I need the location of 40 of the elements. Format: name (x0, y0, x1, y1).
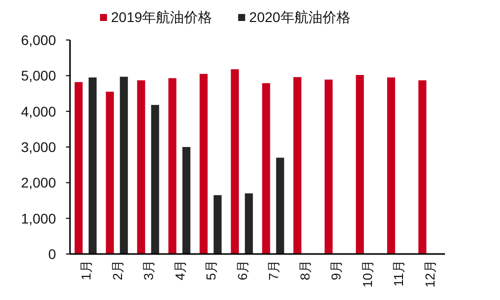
bar (74, 82, 83, 254)
bar (387, 77, 396, 254)
x-tick-label: 5月 (204, 260, 219, 280)
bar (120, 76, 128, 254)
x-tick-label: 9月 (328, 260, 344, 280)
y-tick-label: 1,000 (20, 210, 56, 226)
bar (168, 78, 176, 254)
bar (418, 80, 426, 254)
x-tick-label: 1月 (78, 260, 94, 280)
x-tick-label: 3月 (141, 260, 156, 280)
x-tick-label: 10月 (360, 260, 375, 288)
bar (324, 80, 333, 254)
bar (356, 74, 364, 254)
x-tick-label: 2月 (110, 260, 125, 280)
legend-label: 2019年航油价格 (111, 9, 212, 25)
x-tick-label: 7月 (266, 260, 282, 280)
x-tick-label: 4月 (172, 260, 188, 280)
bar (200, 74, 208, 254)
bar (151, 104, 160, 254)
y-tick-label: 6,000 (20, 32, 56, 48)
y-tick-label: 4,000 (20, 103, 56, 120)
x-tick-label: 6月 (234, 260, 250, 280)
x-tick-label: 12月 (422, 260, 438, 288)
bar (88, 77, 97, 254)
y-tick-label: 5,000 (20, 68, 56, 84)
x-tick-label: 11月 (391, 260, 406, 286)
bar (244, 193, 253, 254)
bar (106, 92, 114, 254)
bar (262, 83, 270, 254)
bar (230, 69, 239, 254)
y-tick-label: 0 (48, 246, 56, 262)
bar (276, 158, 284, 254)
y-tick-label: 2,000 (20, 174, 56, 191)
x-tick-label: 8月 (297, 260, 312, 280)
bar (137, 80, 146, 254)
bar (182, 147, 190, 254)
y-tick-label: 3,000 (20, 139, 56, 155)
bar (293, 77, 302, 254)
legend-label: 2020年航油价格 (249, 9, 350, 25)
bar (214, 195, 222, 254)
